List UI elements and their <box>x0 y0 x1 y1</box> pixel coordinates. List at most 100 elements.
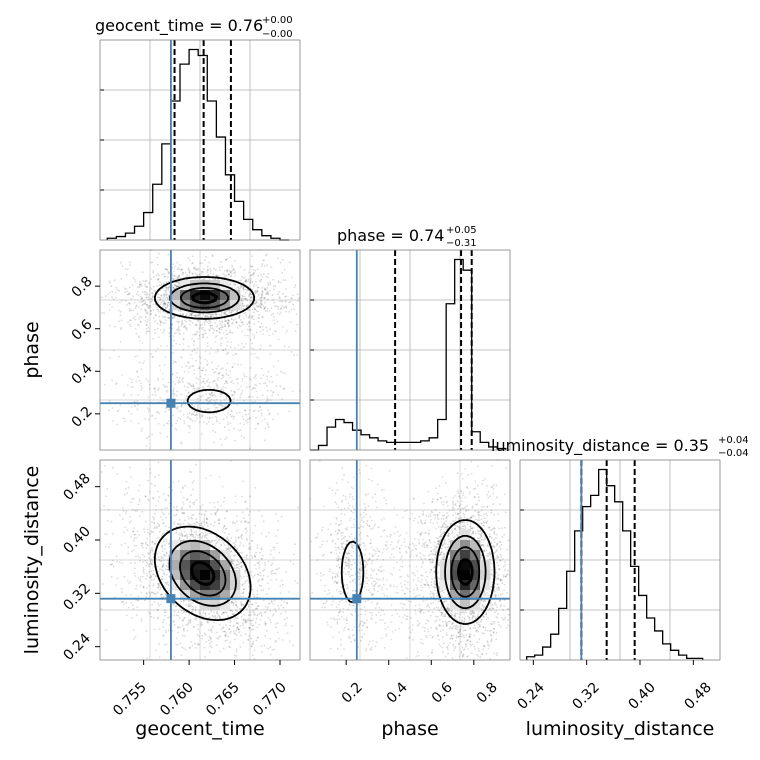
sample-point <box>120 327 123 329</box>
sample-point <box>187 424 190 427</box>
sample-point <box>147 552 150 555</box>
sample-point <box>426 636 428 639</box>
sample-point <box>148 289 151 292</box>
sample-point <box>139 281 141 284</box>
sample-point <box>235 629 238 632</box>
sample-point <box>125 614 128 617</box>
sample-point <box>138 283 141 286</box>
sample-point <box>269 289 271 292</box>
sample-point <box>159 516 162 518</box>
sample-point <box>281 583 284 586</box>
sample-point <box>174 383 177 385</box>
sample-point <box>166 297 169 300</box>
sample-point <box>245 419 248 422</box>
sample-point <box>239 318 242 321</box>
sample-point <box>155 411 158 413</box>
sample-point <box>277 360 280 362</box>
sample-point <box>177 626 180 628</box>
sample-point <box>192 413 195 416</box>
sample-point <box>229 620 232 623</box>
sample-point <box>269 621 272 624</box>
sample-point <box>188 391 190 394</box>
sample-point <box>145 578 148 580</box>
sample-point <box>242 323 245 326</box>
sample-point <box>294 580 297 582</box>
sample-point <box>143 528 146 531</box>
sample-point <box>280 311 282 314</box>
sample-point <box>128 292 131 295</box>
sample-point <box>257 605 260 608</box>
sample-point <box>253 272 255 274</box>
sample-point <box>272 365 275 368</box>
sample-point <box>201 262 203 264</box>
sample-point <box>185 327 188 330</box>
sample-point <box>191 272 194 275</box>
sample-point <box>156 278 159 281</box>
sample-point <box>227 374 230 377</box>
sample-point <box>146 544 149 547</box>
sample-point <box>211 614 214 617</box>
sample-point <box>240 566 243 569</box>
sample-point <box>128 323 131 326</box>
sample-point <box>236 563 239 566</box>
sample-point <box>252 609 255 612</box>
sample-point <box>203 523 206 526</box>
sample-point <box>263 307 266 309</box>
sample-point <box>194 463 197 466</box>
sample-point <box>135 293 138 295</box>
sample-point <box>199 416 202 419</box>
sample-point <box>203 377 205 380</box>
sample-point <box>235 530 238 533</box>
sample-point <box>146 292 149 295</box>
sample-point <box>209 315 212 318</box>
sample-point <box>253 400 256 403</box>
sample-point <box>270 599 273 602</box>
sample-point <box>245 305 248 308</box>
sample-point <box>193 369 195 372</box>
sample-point <box>161 547 164 549</box>
sample-point <box>222 376 225 379</box>
sample-point <box>130 319 133 322</box>
sample-point <box>108 303 111 306</box>
sample-point <box>293 354 295 357</box>
sample-point <box>234 536 237 539</box>
sample-point <box>194 646 197 649</box>
sample-point <box>162 621 164 624</box>
sample-point <box>119 314 122 317</box>
sample-point <box>163 300 166 303</box>
sample-point <box>219 326 222 329</box>
sample-point <box>144 293 147 296</box>
sample-point <box>168 542 170 545</box>
sample-point <box>267 409 269 412</box>
sample-point <box>252 306 255 309</box>
sample-point <box>163 513 166 516</box>
sample-point <box>240 534 243 537</box>
sample-point <box>125 480 128 483</box>
sample-point <box>244 311 247 314</box>
sample-point <box>137 422 140 425</box>
sample-point <box>220 628 223 630</box>
sample-point <box>281 325 284 328</box>
sample-point <box>219 269 222 272</box>
sample-point <box>138 515 141 518</box>
sample-point <box>260 644 263 647</box>
sample-point <box>156 256 159 259</box>
sample-point <box>273 599 276 602</box>
sample-point <box>182 332 185 335</box>
sample-point <box>217 519 219 522</box>
sample-point <box>232 625 235 628</box>
sample-point <box>217 365 220 367</box>
sample-point <box>143 568 145 571</box>
sample-point <box>147 565 150 568</box>
sample-point <box>201 504 204 506</box>
sample-point <box>119 301 121 304</box>
sample-point <box>203 321 206 324</box>
sample-point <box>162 377 165 380</box>
sample-point <box>197 319 200 322</box>
sample-point <box>178 274 181 277</box>
sample-point <box>242 511 244 514</box>
sample-point <box>216 416 218 419</box>
sample-point <box>242 588 245 591</box>
sample-point <box>131 550 133 553</box>
sample-point <box>237 344 240 346</box>
